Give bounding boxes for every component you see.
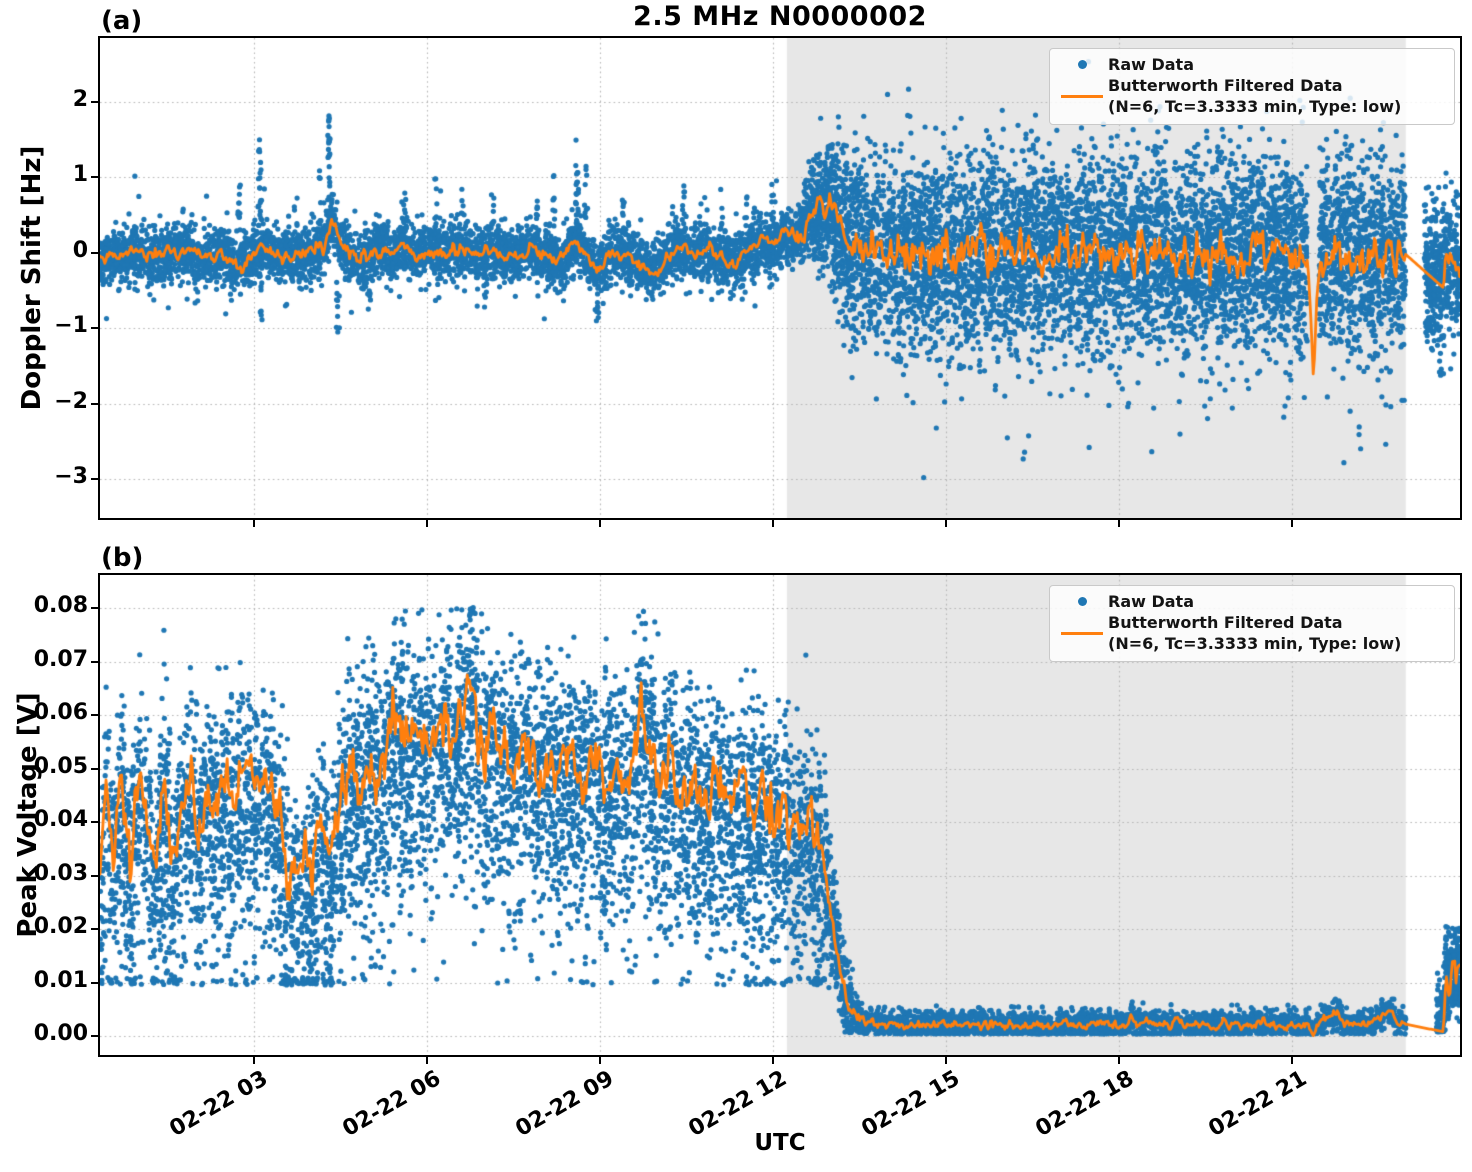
plot-a-y-axis-label: Doppler Shift [Hz] — [17, 145, 47, 411]
figure-title: 2.5 MHz N0000002 — [633, 1, 927, 32]
plot-b-legend: Raw Data Butterworth Filtered Data (N=6, … — [1049, 585, 1455, 662]
y-tick-label: −2 — [54, 388, 88, 414]
y-tick-label: 2 — [72, 86, 88, 112]
y-tick-mark — [91, 607, 98, 610]
y-tick-mark — [91, 821, 98, 824]
legend-filtered-label: Butterworth Filtered Data (N=6, Tc=3.3333… — [1108, 75, 1401, 117]
x-tick-mark — [599, 1057, 602, 1064]
legend-entry-raw: Raw Data — [1056, 54, 1446, 75]
y-tick-label: 0.00 — [33, 1021, 88, 1046]
legend-raw-label: Raw Data — [1108, 592, 1194, 611]
x-tick-mark — [1291, 1057, 1294, 1064]
x-axis-label: UTC — [754, 1130, 806, 1156]
y-tick-label: 1 — [72, 162, 88, 188]
y-tick-label: 0.05 — [33, 753, 88, 779]
y-tick-mark — [91, 714, 98, 717]
y-tick-mark — [91, 767, 98, 770]
y-tick-mark — [91, 874, 98, 877]
legend-entry-filtered: Butterworth Filtered Data (N=6, Tc=3.3333… — [1056, 75, 1446, 117]
legend-filtered-line1: Butterworth Filtered Data — [1108, 613, 1343, 632]
x-tick-mark — [599, 520, 602, 527]
y-tick-label: 0.03 — [33, 860, 88, 886]
legend-filtered-line1: Butterworth Filtered Data — [1108, 76, 1343, 95]
x-tick-mark — [945, 1057, 948, 1064]
filtered-data-line-marker — [1056, 94, 1108, 98]
y-tick-label: −1 — [54, 313, 88, 339]
y-tick-label: 0 — [72, 237, 88, 263]
legend-filtered-line2: (N=6, Tc=3.3333 min, Type: low) — [1108, 634, 1402, 653]
y-tick-mark — [91, 981, 98, 984]
raw-data-dot-marker — [1056, 597, 1108, 606]
legend-filtered-label: Butterworth Filtered Data (N=6, Tc=3.3333… — [1108, 612, 1401, 654]
x-tick-mark — [426, 1057, 429, 1064]
x-tick-mark — [252, 520, 255, 527]
panel-b-label: (b) — [101, 543, 144, 573]
legend-entry-raw: Raw Data — [1056, 591, 1446, 612]
x-tick-mark — [252, 1057, 255, 1064]
y-tick-label: 0.07 — [33, 646, 88, 672]
y-tick-label: 0.08 — [33, 593, 88, 619]
y-tick-label: 0.01 — [33, 967, 88, 993]
y-tick-mark — [91, 100, 98, 103]
raw-data-dot-marker — [1056, 60, 1108, 69]
x-tick-mark — [426, 520, 429, 527]
x-tick-mark — [945, 520, 948, 527]
x-tick-mark — [772, 520, 775, 527]
y-tick-mark — [91, 251, 98, 254]
x-tick-mark — [1118, 520, 1121, 527]
y-tick-mark — [91, 402, 98, 405]
y-tick-mark — [91, 928, 98, 931]
y-tick-mark — [91, 1035, 98, 1037]
x-tick-mark — [1291, 520, 1294, 527]
legend-filtered-line2: (N=6, Tc=3.3333 min, Type: low) — [1108, 97, 1402, 116]
plot-a-legend: Raw Data Butterworth Filtered Data (N=6, … — [1049, 48, 1455, 125]
legend-entry-filtered: Butterworth Filtered Data (N=6, Tc=3.3333… — [1056, 612, 1446, 654]
y-tick-label: 0.06 — [33, 700, 88, 726]
y-tick-mark — [91, 327, 98, 330]
legend-raw-label: Raw Data — [1108, 55, 1194, 74]
y-tick-mark — [91, 478, 98, 481]
y-tick-label: 0.04 — [33, 807, 88, 833]
y-tick-mark — [91, 660, 98, 663]
y-tick-label: −3 — [54, 464, 88, 490]
x-tick-mark — [1118, 1057, 1121, 1064]
panel-a-label: (a) — [101, 6, 143, 36]
x-tick-mark — [772, 1057, 775, 1064]
filtered-data-line-marker — [1056, 631, 1108, 635]
y-tick-mark — [91, 176, 98, 179]
y-tick-label: 0.02 — [33, 914, 88, 940]
